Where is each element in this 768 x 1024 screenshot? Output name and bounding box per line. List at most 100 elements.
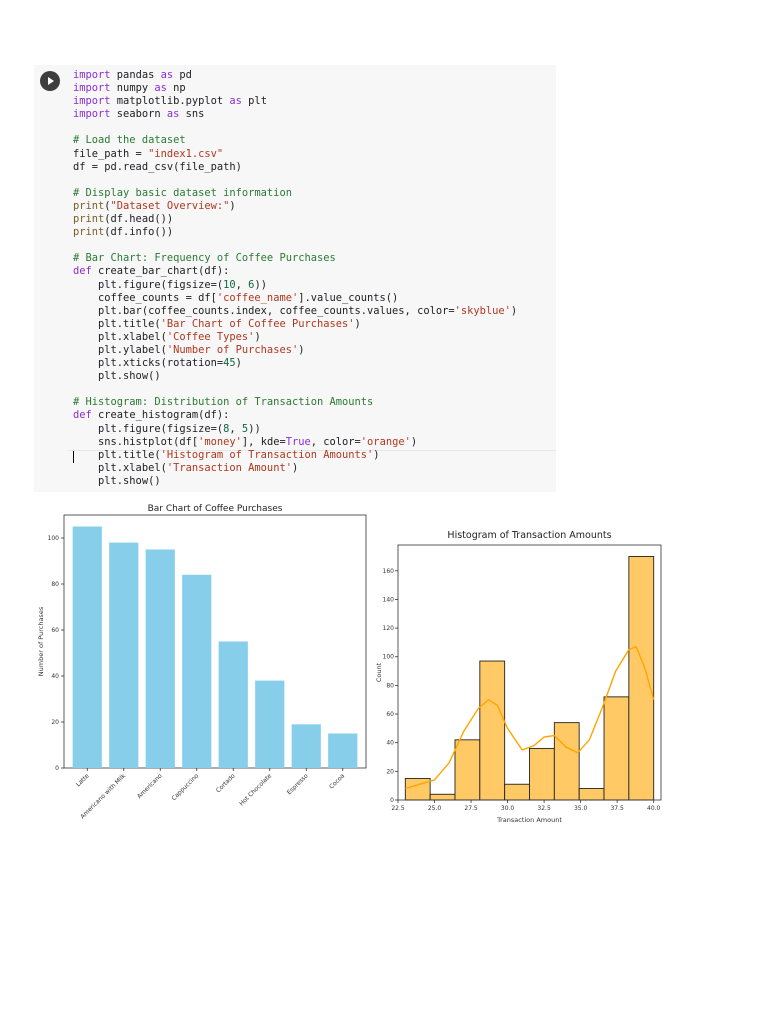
code-line [73,121,517,134]
code-token: plt.xticks(rotation= [73,357,224,370]
code-token: as [160,69,174,81]
x-tick-label: 37.5 [610,805,624,812]
code-token: as [166,108,180,121]
code-line: # Bar Chart: Frequency of Coffee Purchas… [73,252,517,265]
code-token: plt.figure(figsize=( [73,278,224,291]
code-line [73,239,517,252]
x-tick-label: 22.5 [391,805,405,812]
code-line: import seaborn as sns [73,108,517,121]
code-token: plt.title( [73,317,161,330]
code-token: 'Histogram of Transaction Amounts' [160,448,374,461]
y-tick-label: 20 [51,719,59,726]
chart-title: Histogram of Transaction Amounts [447,530,611,541]
y-tick-label: 160 [383,568,395,575]
code-line: # Histogram: Distribution of Transaction… [73,396,517,409]
x-tick-label: Americano [136,772,164,800]
x-tick-label: 30.0 [501,805,515,812]
code-token: ].value_counts() [298,291,399,304]
y-tick-label: 0 [55,765,59,772]
code-line: plt.xlabel('Transaction Amount') [73,462,517,475]
histogram-bin [454,739,481,801]
bar [145,549,175,768]
code-token: as [229,95,242,108]
y-axis-label: Count [376,662,383,682]
code-line [73,383,517,396]
code-token: )) [248,422,261,435]
code-token: import [73,95,111,108]
code-token: ) [510,304,518,317]
code-line: plt.xticks(rotation=45) [73,357,517,370]
code-token: print [73,199,105,212]
code-token: plt.title( [73,448,161,461]
plot-frame [397,544,662,801]
code-token: (df.head()) [104,213,174,226]
code-token: plt.xlabel( [73,461,167,474]
code-token: "index1.csv" [148,147,224,160]
code-token: plt.show() [73,370,161,383]
code-line [73,174,517,187]
y-tick-label: 60 [386,711,394,718]
code-token: coffee_counts = df[ [73,291,217,304]
code-token: , color= [310,435,361,448]
code-token: file_path = [73,147,149,160]
code-line: plt.show() [73,475,517,488]
x-tick-label: Cappuccino [170,772,200,802]
chart-title: Bar Chart of Coffee Purchases [148,504,283,514]
bar [218,641,248,768]
x-tick-label: Cortado [215,772,237,794]
code-cell[interactable]: import pandas as pd import numpy as np imp… [34,65,556,492]
code-token: create_histogram(df): [91,409,230,422]
code-token: import [73,108,111,121]
code-token: 5 [241,422,249,435]
run-cell-button[interactable] [40,71,60,91]
code-line: plt.title('Bar Chart of Coffee Purchases… [73,318,517,331]
y-tick-label: 0 [390,797,394,804]
y-tick-label: 60 [51,627,59,634]
y-tick-label: 20 [386,768,394,775]
code-line: plt.title('Histogram of Transaction Amou… [73,449,517,462]
code-line: file_path = "index1.csv" [73,148,517,161]
code-line: print("Dataset Overview:") [73,200,517,213]
code-token: 'orange' [360,435,411,448]
y-tick-label: 100 [48,535,60,542]
code-token: def [73,265,92,278]
bar [291,724,321,768]
code-token: # Histogram: Distribution of Transaction… [73,396,374,409]
code-token: 'coffee_name' [216,291,299,304]
x-tick-label: Espresso [286,772,310,796]
code-token: ( [104,199,111,212]
code-token: ) [254,330,261,343]
code-editor[interactable]: import pandas as pd import numpy as np imp… [73,69,517,488]
code-token: sns.histplot(df[ [73,435,199,448]
code-line: # Load the dataset [73,134,517,147]
plot-frame [63,514,367,769]
kde-curve [405,645,655,790]
code-token: 6 [248,278,255,291]
code-token: 45 [223,357,236,370]
code-line: plt.bar(coffee_counts.index, coffee_coun… [73,305,517,318]
code-token: plt.bar(coffee_counts.index, coffee_coun… [73,304,455,317]
histogram-bin [603,696,630,801]
x-tick-label: 32.5 [537,805,551,812]
code-line: plt.figure(figsize=(10, 6)) [73,279,517,292]
histogram-bin [578,788,605,801]
bar [255,680,285,768]
bar [328,733,358,768]
code-token: ) [291,461,299,474]
code-token: as [154,82,167,95]
code-line: import pandas as pd [73,69,517,82]
code-token: True [285,435,311,448]
histogram-bin [504,783,530,801]
code-token: # Bar Chart: Frequency of Coffee Purchas… [73,252,336,265]
code-line: coffee_counts = df['coffee_name'].value_… [73,292,517,305]
code-token: np [166,82,186,95]
code-line: def create_histogram(df): [73,409,517,422]
y-tick-label: 80 [51,581,59,588]
code-token: 8 [223,422,230,435]
code-token: plt.show() [73,474,161,487]
code-token: # Display basic dataset information [73,186,292,199]
code-token: pandas [110,69,161,81]
code-token: ) [410,435,418,448]
code-token: numpy [110,82,155,95]
code-line: import numpy as np [73,82,517,95]
